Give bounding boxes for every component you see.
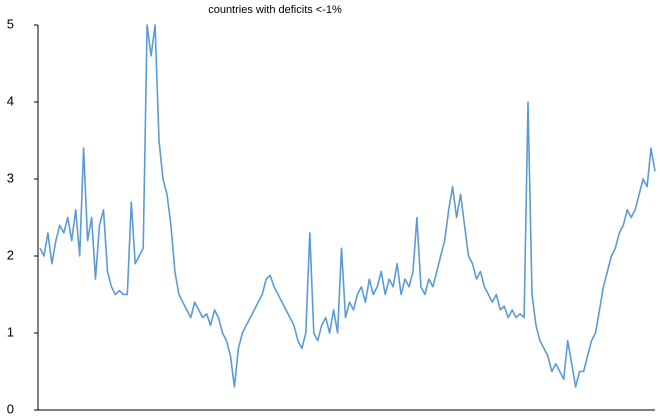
series-line	[39, 24, 656, 388]
y-tick-label: 1	[7, 324, 14, 339]
y-tick-label: 0	[7, 401, 14, 416]
chart-title: countries with deficits <-1%	[208, 4, 342, 16]
y-tick-label: 2	[7, 247, 14, 262]
y-tick-label: 3	[7, 170, 14, 185]
y-tick-label: 4	[7, 93, 14, 108]
y-tick-label: 5	[7, 16, 14, 31]
